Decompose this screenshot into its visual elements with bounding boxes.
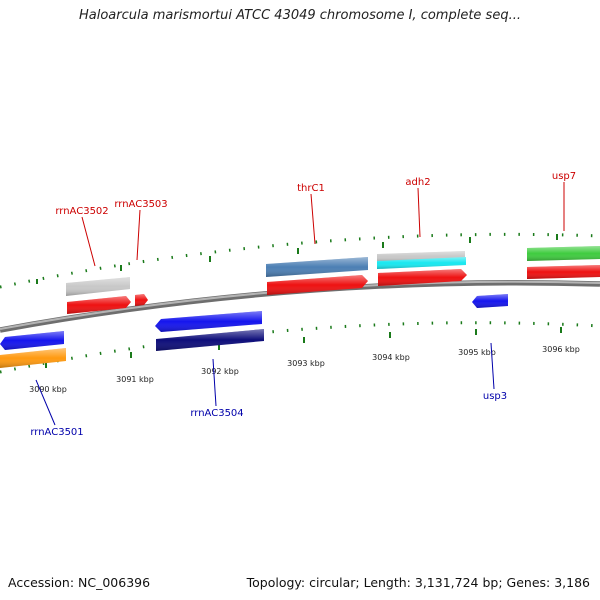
- accession-label: Accession: NC_006396: [8, 575, 151, 590]
- gene-label: rrnAC3504: [190, 408, 243, 419]
- outer-tick-ring: [0, 232, 600, 289]
- scale-label: 3091 kbp: [116, 375, 154, 384]
- gene-label: usp3: [483, 391, 507, 402]
- gene-label: thrC1: [297, 183, 325, 194]
- scale-label: 3094 kbp: [372, 353, 410, 362]
- gene-rrnAC3501[interactable]: [0, 331, 66, 368]
- scale-labels: 3090 kbp 3091 kbp 3092 kbp 3093 kbp 3094…: [29, 345, 580, 394]
- reverse-features[interactable]: [0, 294, 508, 368]
- scale-label: 3095 kbp: [458, 348, 496, 357]
- scale-label: 3092 kbp: [201, 367, 239, 376]
- gene-rrnAC3502[interactable]: [66, 277, 131, 314]
- gene-label: rrnAC3503: [114, 199, 167, 210]
- gene-rrnAC3503[interactable]: [135, 294, 148, 306]
- gene-rrnAC3504[interactable]: [155, 311, 264, 351]
- outer-major-ticks: [36, 234, 558, 284]
- gene-label: adh2: [405, 177, 430, 188]
- gene-usp3[interactable]: [472, 294, 508, 308]
- forward-features[interactable]: [66, 246, 600, 314]
- scale-label: 3090 kbp: [29, 385, 67, 394]
- inner-major-ticks: [45, 327, 562, 368]
- gene-label: rrnAC3502: [55, 206, 108, 217]
- gene-usp7[interactable]: [527, 246, 600, 279]
- gene-label: usp7: [552, 171, 576, 182]
- scale-label: 3096 kbp: [542, 345, 580, 354]
- gene-label: rrnAC3501: [30, 427, 83, 438]
- scale-label: 3093 kbp: [287, 359, 325, 368]
- gene-labels: rrnAC3502 rrnAC3503 thrC1 adh2 usp7 rrnA…: [30, 171, 576, 438]
- gene-adh2[interactable]: [377, 251, 467, 286]
- genome-summary: Topology: circular; Length: 3,131,724 bp…: [246, 575, 590, 590]
- map-title: Haloarcula marismortui ATCC 43049 chromo…: [79, 8, 521, 23]
- gene-thrC1[interactable]: [266, 257, 368, 295]
